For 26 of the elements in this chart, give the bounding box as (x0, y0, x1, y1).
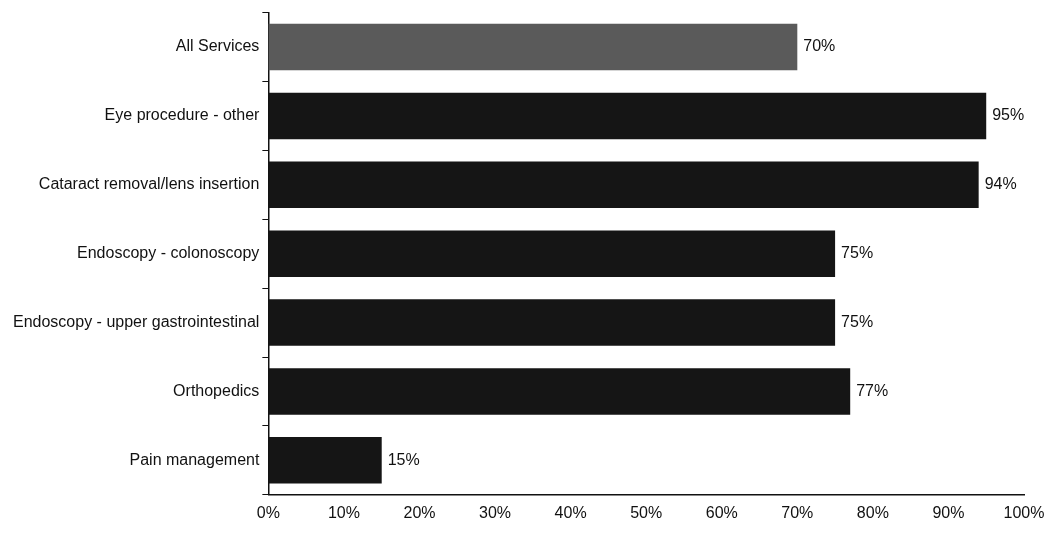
data-label: 70% (803, 37, 836, 55)
data-label: 75% (841, 244, 874, 262)
x-tick-label: 90% (932, 503, 965, 521)
x-tick-label: 60% (705, 503, 738, 521)
x-tick-label: 10% (327, 503, 360, 521)
y-tick-label: Endoscopy - colonoscopy (77, 244, 260, 262)
x-tick-label: 40% (554, 503, 587, 521)
data-label: 15% (387, 450, 420, 468)
x-tick-label: 50% (630, 503, 663, 521)
x-tick-label: 100% (1003, 503, 1045, 521)
y-tick-label: Endoscopy - upper gastrointestinal (12, 312, 260, 330)
y-tick-label: Orthopedics (173, 381, 260, 399)
bar (268, 23, 798, 71)
x-tick-label: 30% (479, 503, 512, 521)
y-tick-label: Eye procedure - other (104, 106, 261, 124)
y-tick-label: All Services (175, 37, 260, 55)
x-tick-label: 80% (856, 503, 889, 521)
x-tick-label: 20% (403, 503, 436, 521)
y-tick-label: Pain management (129, 450, 260, 468)
data-label: 94% (984, 175, 1017, 193)
data-label: 95% (992, 106, 1025, 124)
x-tick-label: 70% (781, 503, 814, 521)
x-tick-label: 0% (256, 503, 280, 521)
y-tick-label: Cataract removal/lens insertion (38, 175, 260, 193)
data-label: 77% (856, 381, 889, 399)
data-label: 75% (841, 312, 874, 330)
